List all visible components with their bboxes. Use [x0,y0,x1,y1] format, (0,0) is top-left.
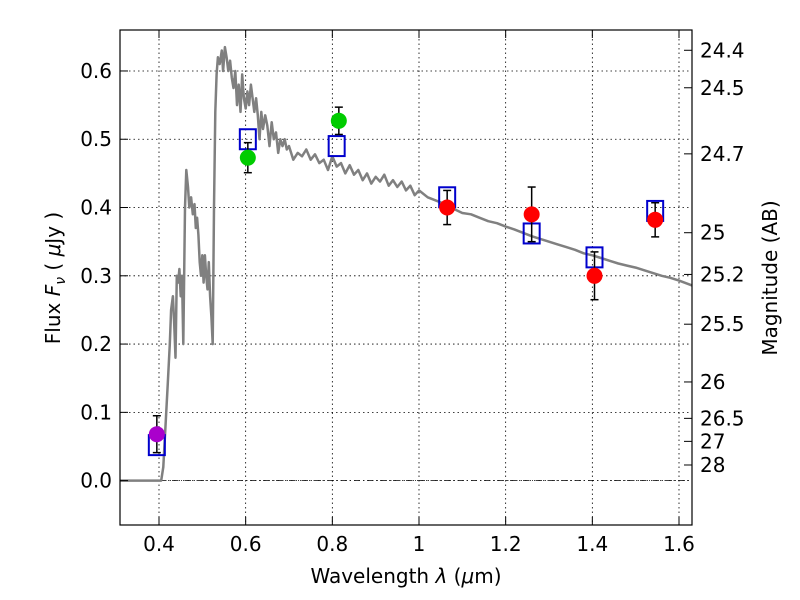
observed-point [523,206,540,223]
y-tick-label: 0.2 [80,332,112,356]
y2-tick-label: 28 [700,453,725,477]
axis-ticks: 0.4 0.6 0.8 1 1.2 1.4 1.6 0.0 0.1 0.2 0.3 0.4 0.5 0.6… [80,30,745,556]
x-tick-label: 1.6 [663,532,695,556]
model-sed-line [120,45,693,482]
y2-axis-label: Magnitude (AB) [758,200,782,355]
observed-point [586,267,603,284]
observed-point [439,199,456,216]
y2-tick-label: 24.7 [700,142,745,166]
x-axis-label: Wavelength λ (μm) [310,564,501,588]
y2-tick-label: 26 [700,370,725,394]
x-tick-label: 1.2 [490,532,522,556]
y2-tick-label: 25.2 [700,262,745,286]
y-tick-label: 0.4 [80,196,112,220]
x-tick-label: 0.4 [143,532,175,556]
x-tick-label: 0.8 [316,532,348,556]
y-tick-label: 0.5 [80,127,112,151]
x-tick-label: 1 [413,532,426,556]
y2-tick-label: 24.4 [700,38,745,62]
plot-area [120,45,693,482]
x-tick-label: 0.6 [230,532,262,556]
observed-point [330,112,347,129]
y-tick-label: 0.0 [80,469,112,493]
observed-point [239,149,256,166]
x-tick-label: 1.4 [576,532,608,556]
observed-point [148,426,165,443]
y-tick-label: 0.3 [80,264,112,288]
plot-frame [119,29,693,526]
observed-point [647,211,664,228]
y2-tick-label: 26.5 [700,406,745,430]
y2-tick-label: 25 [700,221,725,245]
y2-tick-label: 24.5 [700,76,745,100]
y-tick-label: 0.1 [80,400,112,424]
model-point-square [327,135,346,158]
y-axis-label: Flux Fν ( μJy ) [41,212,69,344]
y2-tick-label: 27 [700,429,725,453]
y-tick-label: 0.6 [80,59,112,83]
y2-tick-label: 25.5 [700,312,745,336]
